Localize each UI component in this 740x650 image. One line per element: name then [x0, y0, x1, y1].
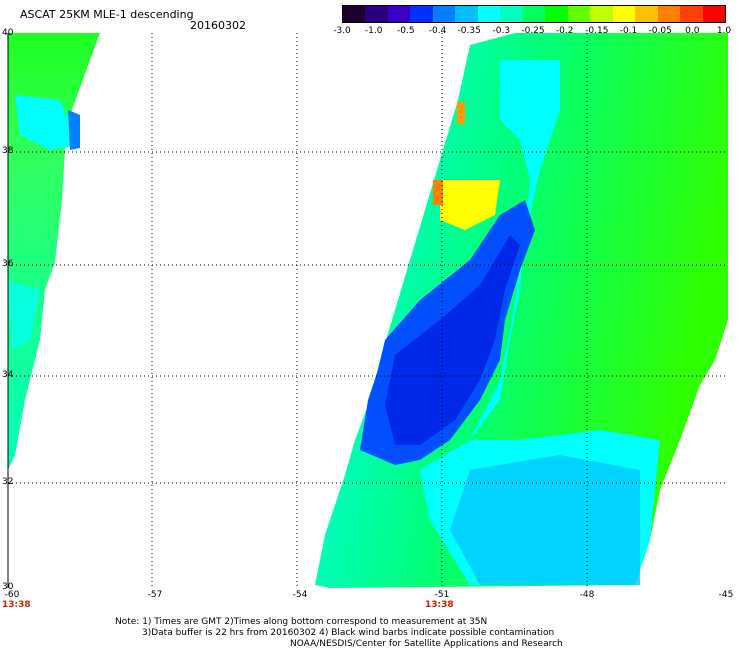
west-swath-cyan-south [8, 280, 40, 350]
colorbar-swatch [657, 6, 681, 22]
x-label: -54 [292, 590, 308, 600]
x-label: -45 [718, 590, 734, 600]
y-label: 40 [2, 28, 14, 38]
colorbar-swatch [522, 6, 546, 22]
east-swath-orange-patch [433, 180, 443, 205]
colorbar-swatch [545, 6, 568, 22]
colorbar-swatch [635, 6, 658, 22]
colorbar-swatch [612, 6, 636, 22]
grid-lines [8, 33, 728, 588]
colorbar-label: -0.4 [428, 26, 447, 36]
east-swath-low-inner [385, 235, 520, 445]
y-label: 36 [2, 259, 14, 269]
colorbar-label: -0.25 [521, 26, 545, 36]
colorbar-swatch [432, 6, 456, 22]
colorbar-label: -0.35 [457, 26, 481, 36]
y-label: 32 [2, 477, 14, 487]
note-line-2: 3)Data buffer is 22 hrs from 20160302 4)… [142, 628, 555, 638]
colorbar-label: -0.15 [585, 26, 609, 36]
x-label: -60 [4, 590, 20, 600]
colorbar-swatch [410, 6, 433, 22]
note-line-1: Note: 1) Times are GMT 2)Times along bot… [115, 617, 488, 627]
colorbar-label: -0.5 [397, 26, 415, 36]
colorbar-label: -0.05 [648, 26, 672, 36]
colorbar-label: -0.1 [619, 26, 638, 36]
colorbar-label: -3.0 [333, 26, 351, 36]
colorbar-swatch [702, 6, 725, 22]
west-swath [8, 33, 100, 470]
y-label: 38 [2, 146, 14, 156]
map-title: ASCAT 25KM MLE-1 descending [20, 8, 194, 21]
x-label: -57 [147, 590, 163, 600]
colorbar-swatch [680, 6, 703, 22]
colorbar-label: -0.3 [492, 26, 511, 36]
colorbar-swatch [387, 6, 411, 22]
y-label: 34 [2, 370, 14, 380]
y-label: 30 [2, 582, 14, 592]
note-line-3: NOAA/NESDIS/Center for Satellite Applica… [290, 639, 563, 649]
east-swath-lightblue [450, 455, 640, 585]
colorbar-label: 0.0 [685, 26, 700, 36]
east-swath-orange-patch [457, 102, 465, 124]
colorbar-swatch [590, 6, 613, 22]
pass-time: 13:38 [425, 600, 454, 610]
colorbar-swatch [455, 6, 478, 22]
colorbar-swatch [500, 6, 523, 22]
colorbar-label: -1.0 [364, 26, 383, 36]
colorbar-label: 1.0 [716, 26, 732, 36]
colorbar [342, 5, 726, 23]
west-swath-cyan-patch [15, 95, 78, 150]
colorbar-swatch [343, 6, 366, 22]
x-label: -51 [434, 590, 450, 600]
east-swath-yellow-patch [440, 180, 500, 230]
colorbar-swatch [567, 6, 591, 22]
east-swath-cyan-band [420, 60, 660, 585]
pass-time: 13:38 [2, 600, 31, 610]
x-label: -48 [579, 590, 595, 600]
colorbar-swatch [365, 6, 388, 22]
colorbar-labels: -3.0 -1.0 -0.5 -0.4 -0.35 -0.3 -0.25 -0.… [333, 26, 731, 38]
colorbar-label: -0.2 [555, 26, 574, 36]
map-date: 20160302 [190, 19, 246, 32]
colorbar-swatch [477, 6, 501, 22]
west-swath-blue-patch [68, 110, 80, 150]
